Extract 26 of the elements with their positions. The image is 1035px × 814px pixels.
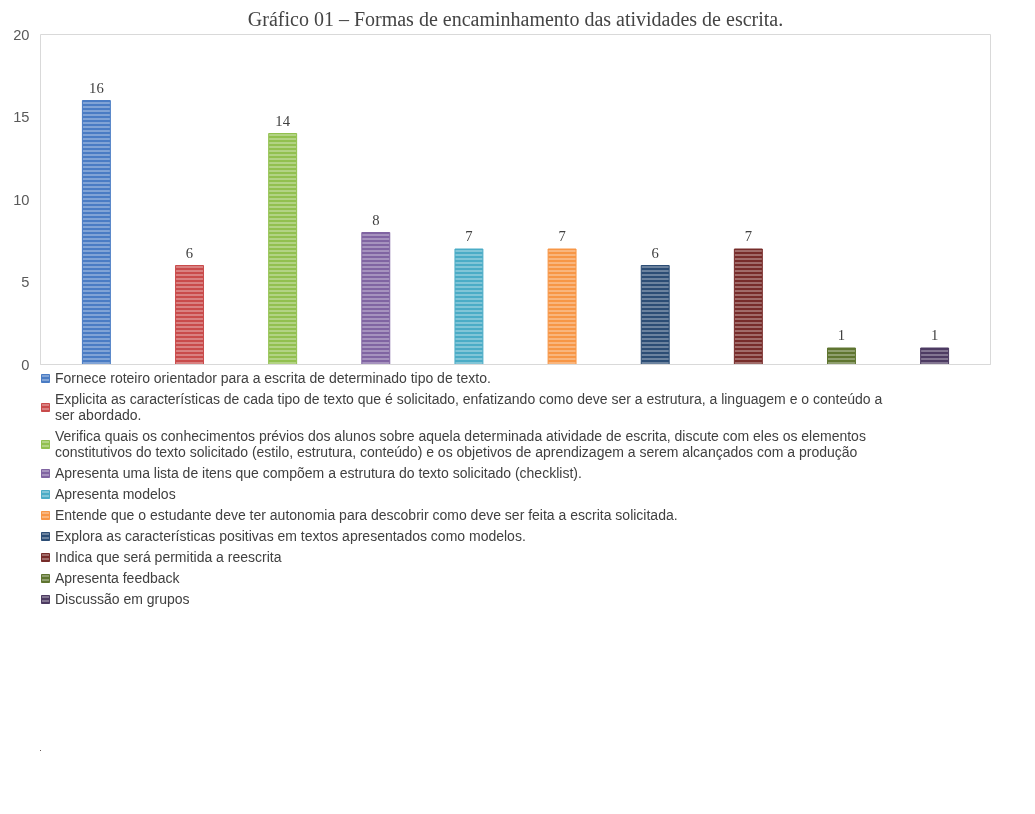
legend-label: Verifica quais os conhecimentos prévios dos alunos sobre aquela determinada atividade de escrita, discute com eles os elementos constitutivos do texto solicitado (estilo, estrutura, conteúdo) e os objetivos de aprendizagem a serem alcançados com a produção [55, 428, 866, 460]
chart-title: Gráfico 01 – Formas de encaminhamento das atividades de escrita. [247, 7, 784, 30]
data-label: 1 [837, 327, 846, 343]
data-label: 8 [372, 211, 380, 228]
legend-label: Discussão em grupos [55, 591, 190, 607]
data-label: 7 [744, 228, 753, 244]
data-label: 16 [89, 79, 104, 96]
y-tick-label: 20 [13, 26, 30, 43]
y-tick-label: 15 [13, 109, 30, 125]
legend-label: Fornece roteiro orientador para a escrita de determinado tipo de texto. [55, 370, 491, 386]
legend-label: Apresenta feedback [55, 570, 180, 586]
legend-label: Apresenta uma lista de itens que compõem a estrutura do texto solicitado (checklist). [55, 465, 582, 481]
legend-label: Explicita as características de cada tipo de texto que é solicitado, enfatizando como deve ser a estrutura, a linguagem e o conteúdo a ser abordado. [55, 391, 883, 423]
data-label: 6 [185, 244, 194, 261]
data-label: 7 [558, 228, 566, 244]
y-tick-label: 5 [21, 274, 30, 290]
data-label: 1 [930, 327, 939, 343]
legend-label: Explora as características positivas em textos apresentados como modelos. [55, 528, 526, 544]
data-label: 6 [651, 244, 659, 261]
legend-label: Entende que o estudante deve ter autonomia para descobrir como deve ser feita a escrita solicitada. [55, 507, 678, 523]
legend-label: Indica que será permitida a reescrita [55, 549, 282, 565]
data-label: 7 [465, 228, 473, 244]
y-tick-label: 10 [13, 191, 30, 208]
y-tick-label: 0 [21, 356, 30, 373]
data-label: 14 [275, 112, 291, 129]
legend-label: Apresenta modelos [55, 486, 176, 502]
